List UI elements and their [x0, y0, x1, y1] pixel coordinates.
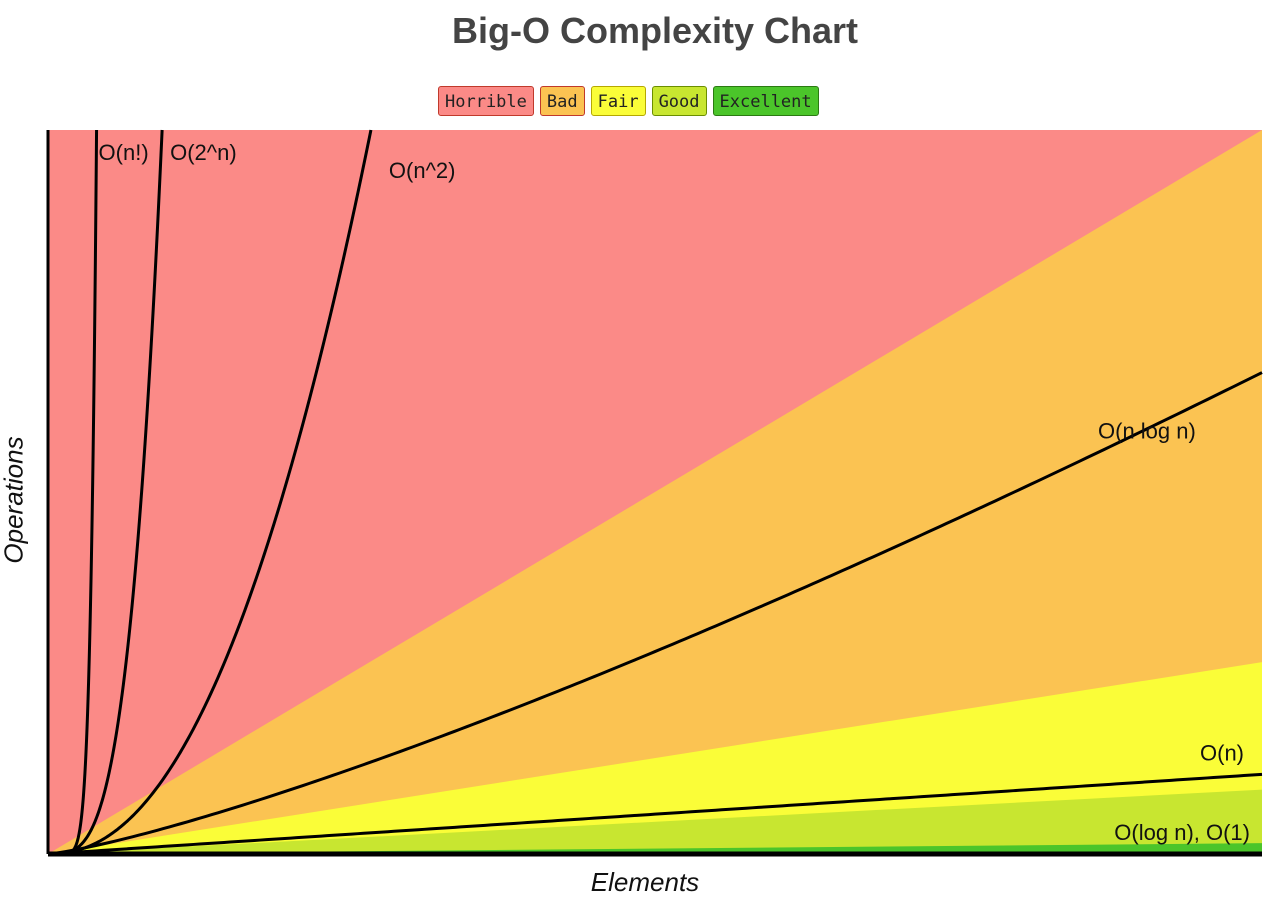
- curve-linear: [47, 772, 1263, 856]
- curve-nlogn: [47, 371, 1263, 856]
- curve-label-nlogn: O(n log n): [1098, 419, 1196, 444]
- curve-label-flat: O(log n), O(1): [1114, 820, 1250, 845]
- curve-label-quadratic: O(n^2): [389, 158, 456, 183]
- curve-label-linear: O(n): [1200, 740, 1244, 765]
- legend-item-fair: Fair: [590, 86, 646, 116]
- legend-item-horrible: Horrible: [438, 86, 534, 116]
- legend-item-bad: Bad: [539, 86, 585, 116]
- x-axis-label: Elements: [590, 867, 700, 897]
- legend-item-good: Good: [651, 86, 707, 116]
- curve-labels-layer: O(n!) O(2^n) O(n^2) O(n log n) O(n) O(log n),…: [99, 140, 1250, 845]
- legend: Horrible Bad Fair Good Excellent: [438, 86, 819, 116]
- y-axis-label: Operations: [0, 436, 29, 564]
- region-good: [48, 789, 1262, 854]
- axes-layer: [46, 130, 1262, 857]
- curve-label-exponential: O(2^n): [170, 140, 237, 165]
- region-bad: [48, 130, 1262, 854]
- regions-layer: [48, 130, 1262, 854]
- legend-item-excellent: Excellent: [712, 86, 819, 116]
- curve-label-factorial: O(n!): [99, 140, 149, 165]
- chart-title: Big-O Complexity Chart: [451, 10, 859, 51]
- curve-quadratic: [47, 129, 373, 856]
